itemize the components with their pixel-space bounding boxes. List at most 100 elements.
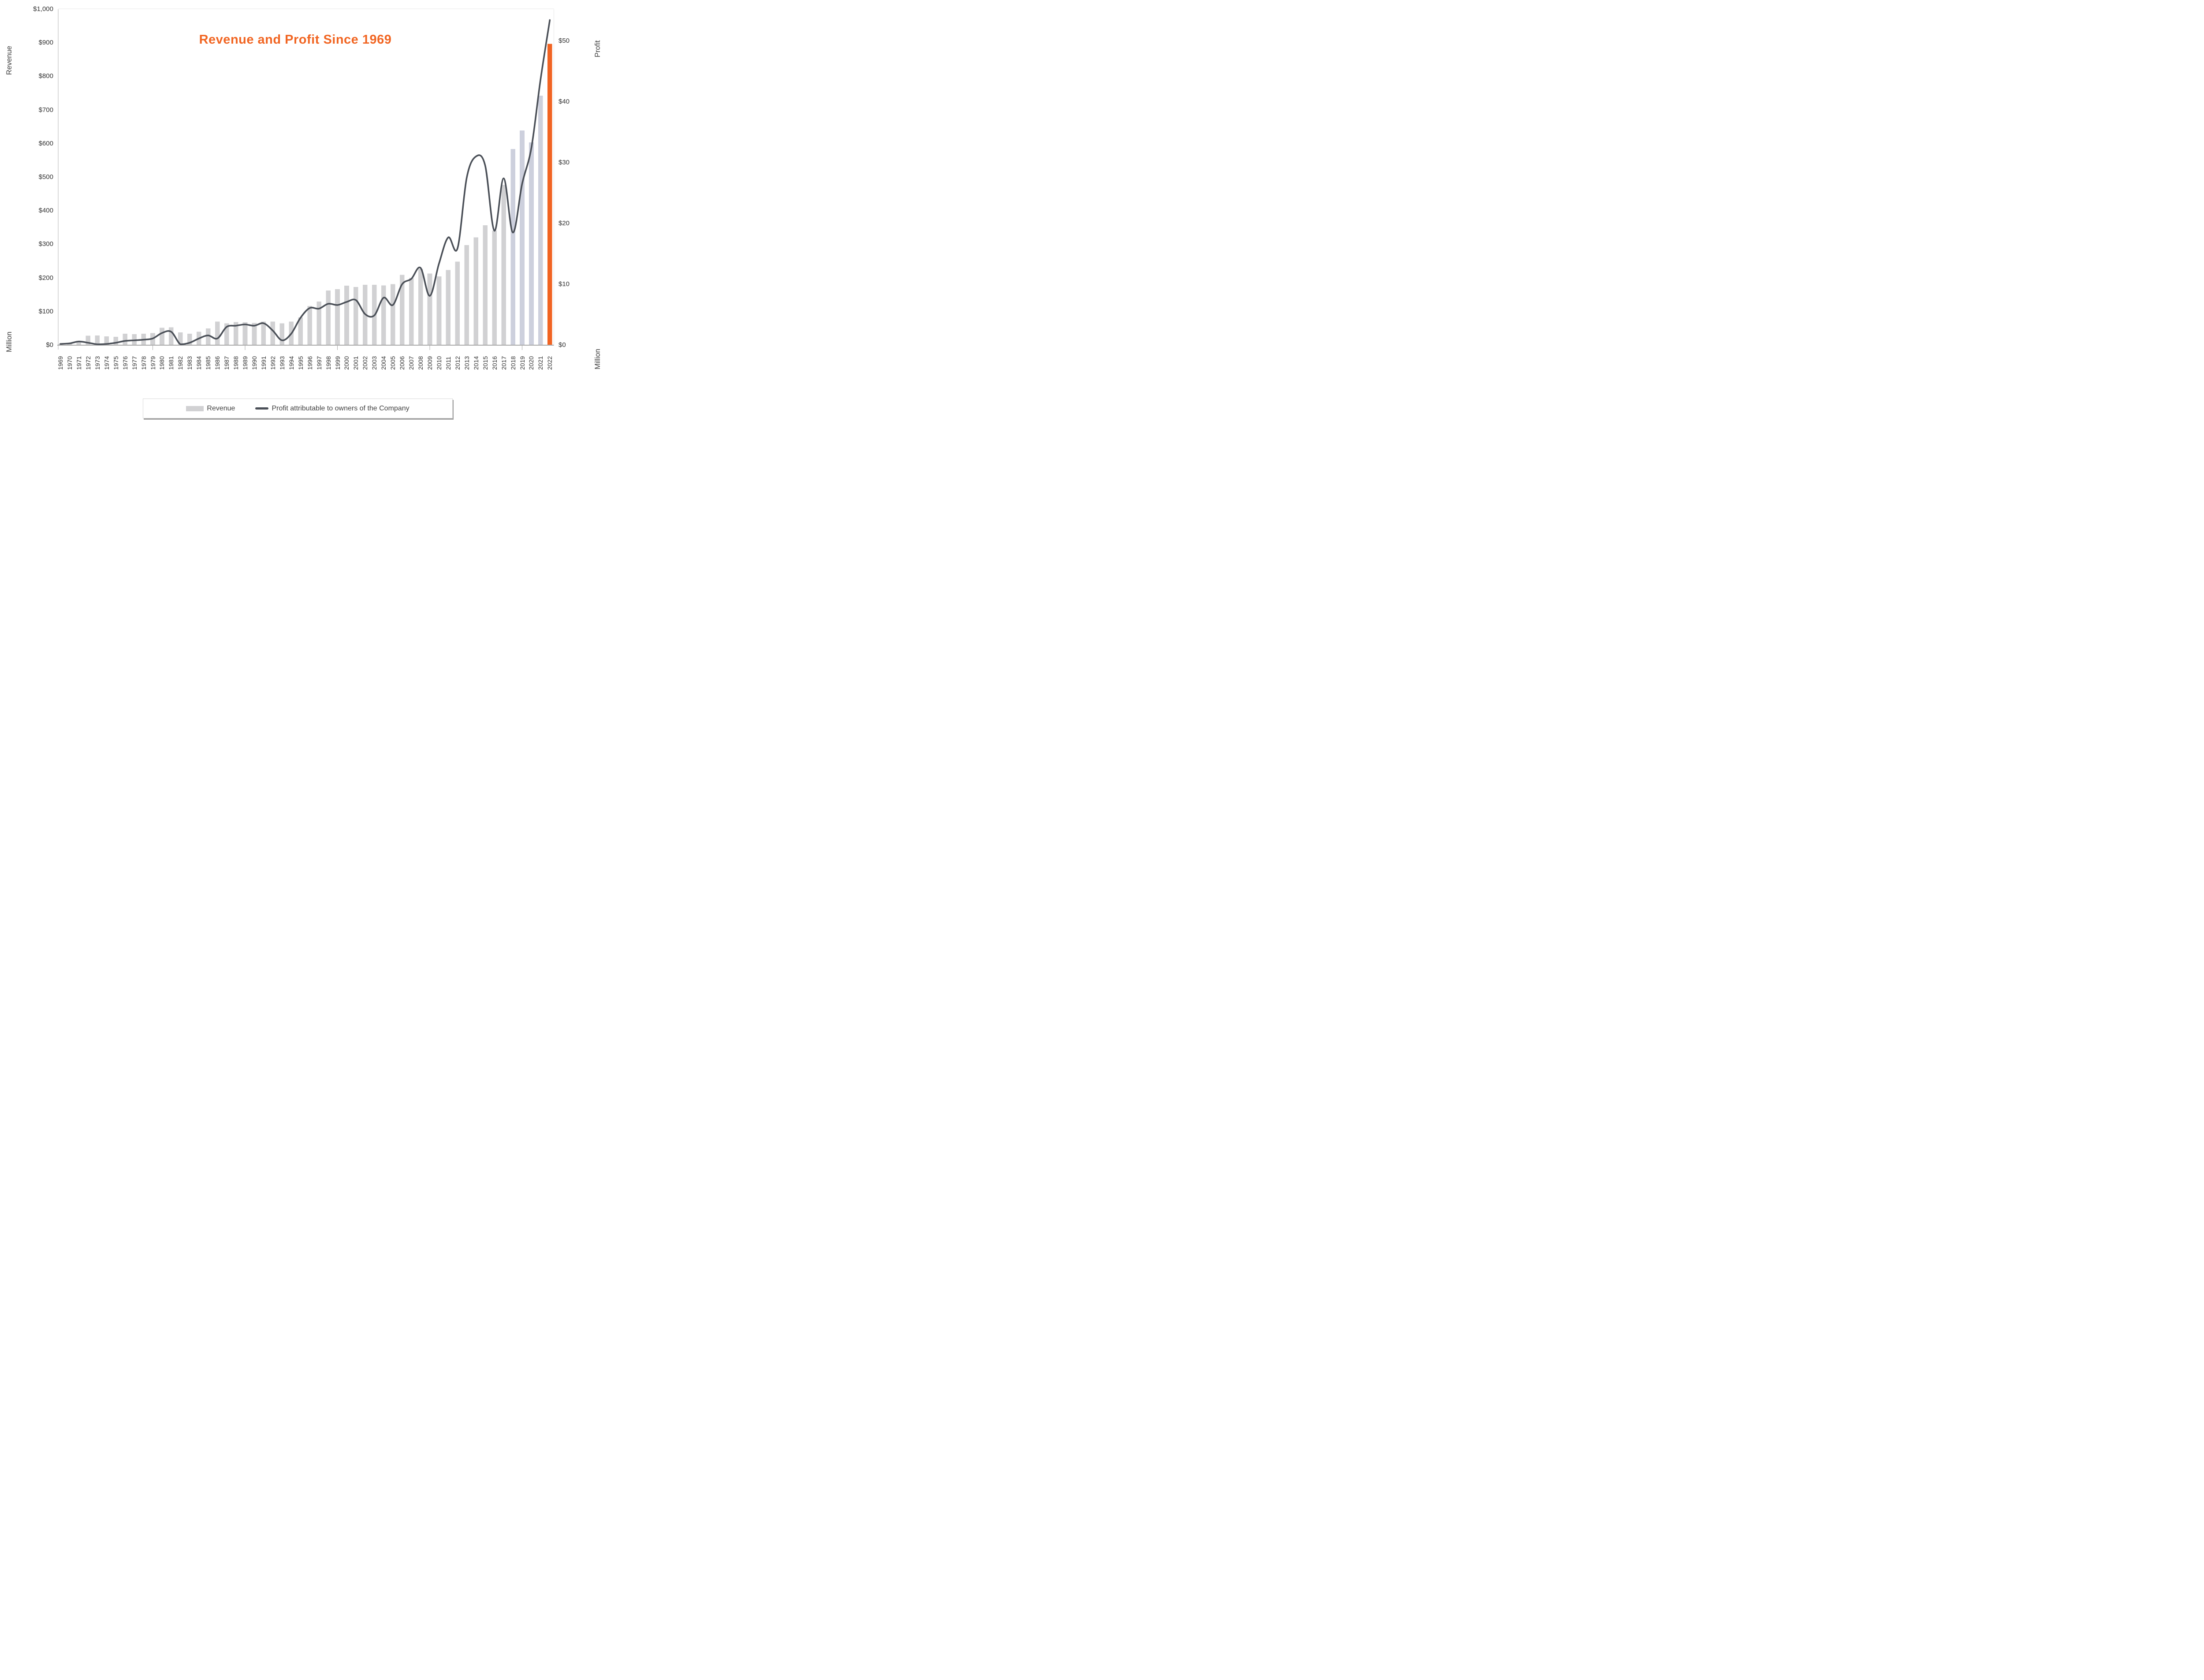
x-tick-label-year: 2011 xyxy=(444,356,452,370)
legend-label-profit: Profit attributable to owners of the Com… xyxy=(272,404,410,412)
x-tick-label-year: 2005 xyxy=(389,356,397,370)
x-tick-label-year: 1969 xyxy=(57,356,64,370)
revenue-bar-1983 xyxy=(187,334,192,345)
revenue-bar-1975 xyxy=(113,336,118,345)
x-tick-label-year: 1998 xyxy=(324,356,332,370)
x-tick-label-year: 1996 xyxy=(306,356,313,370)
x-tick-label-year: 2017 xyxy=(500,356,507,370)
revenue-bar-1971 xyxy=(76,341,82,345)
revenue-bar-1980 xyxy=(160,328,164,345)
left-tick-label: $500 xyxy=(38,173,53,181)
revenue-bar-2011 xyxy=(446,270,451,345)
revenue-bar-1991 xyxy=(261,321,266,345)
revenue-bar-1972 xyxy=(86,335,91,345)
x-tick-label-year: 1988 xyxy=(232,356,240,370)
profit-line xyxy=(60,19,551,345)
revenue-bar-2001 xyxy=(354,287,358,345)
right-axis-title: Profit xyxy=(594,40,602,57)
left-tick-label: $1,000 xyxy=(33,5,53,13)
revenue-bar-2017 xyxy=(501,185,506,345)
revenue-bar-1995 xyxy=(298,317,303,345)
x-tick-label-year: 1971 xyxy=(75,356,82,370)
x-tick-label-year: 2014 xyxy=(472,356,480,370)
left-tick-label: $300 xyxy=(38,240,53,248)
revenue-bar-2021 xyxy=(538,95,543,345)
right-tick-label: $20 xyxy=(558,219,570,227)
x-tick-label-year: 2010 xyxy=(435,356,443,370)
x-tick-label-year: 1979 xyxy=(149,356,156,370)
revenue-bar-1976 xyxy=(123,334,127,345)
right-tick-label: $10 xyxy=(558,280,570,288)
x-tick-label-year: 2002 xyxy=(361,356,369,370)
revenue-bar-2006 xyxy=(399,275,405,345)
revenue-bar-2005 xyxy=(390,284,395,345)
x-tick-label-year: 2016 xyxy=(491,356,498,370)
revenue-bar-2000 xyxy=(344,286,349,345)
revenue-bar-1993 xyxy=(279,323,285,345)
x-tick-label-year: 1978 xyxy=(140,356,147,370)
revenue-bar-1990 xyxy=(252,323,257,345)
revenue-bar-1974 xyxy=(104,336,109,345)
x-tick-label-year: 1974 xyxy=(103,356,110,370)
legend-item-revenue: Revenue xyxy=(186,405,235,413)
x-tick-label-year: 1976 xyxy=(121,356,129,370)
x-tick-label-year: 1997 xyxy=(315,356,323,370)
x-tick-label-year: 1995 xyxy=(297,356,304,370)
x-tick-label-year: 2012 xyxy=(454,356,461,370)
x-tick-label-year: 1973 xyxy=(93,356,101,370)
x-tick-label-year: 1985 xyxy=(205,356,212,370)
x-tick-label-year: 1992 xyxy=(269,356,276,370)
x-tick-label-year: 2013 xyxy=(463,356,470,370)
right-tick-label: $30 xyxy=(558,158,570,166)
x-tick-label-year: 2008 xyxy=(417,356,424,370)
revenue-bar-1982 xyxy=(178,332,183,345)
right-tick-label: $50 xyxy=(558,37,570,45)
right-tick-label: $40 xyxy=(558,97,570,105)
revenue-bar-1987 xyxy=(224,323,229,345)
revenue-bar-2018 xyxy=(510,149,515,345)
x-tick-label-year: 2000 xyxy=(343,356,350,370)
x-tick-label-year: 1990 xyxy=(250,356,258,370)
x-tick-label-year: 2003 xyxy=(371,356,378,370)
revenue-bar-swatch-icon xyxy=(186,406,204,411)
left-tick-label: $800 xyxy=(38,72,53,80)
left-tick-label: $200 xyxy=(38,274,53,282)
x-tick-label-year: 1994 xyxy=(287,356,295,370)
revenue-bar-2008 xyxy=(418,269,423,345)
revenue-bar-1986 xyxy=(215,321,220,345)
x-tick-label-year: 1989 xyxy=(242,356,249,370)
x-tick-label-year: 1982 xyxy=(177,356,184,370)
x-tick-label-year: 1986 xyxy=(214,356,221,370)
left-tick-label: $0 xyxy=(46,341,53,349)
chart-canvas: Revenue and Profit Since 1969 Revenue Mi… xyxy=(0,0,604,420)
revenue-bar-2010 xyxy=(436,276,442,345)
x-tick-label-year: 1981 xyxy=(168,356,175,370)
revenue-bar-2015 xyxy=(483,225,488,345)
revenue-bar-2004 xyxy=(381,285,386,345)
left-tick-label: $700 xyxy=(38,106,53,114)
left-tick-label: $100 xyxy=(38,307,53,315)
x-tick-label-year: 2006 xyxy=(398,356,406,370)
revenue-bar-1997 xyxy=(316,301,321,345)
x-tick-label-year: 2009 xyxy=(426,356,433,370)
x-tick-label-year: 1970 xyxy=(66,356,73,370)
left-tick-label: $400 xyxy=(38,207,53,215)
legend: Revenue Profit attributable to owners of… xyxy=(143,399,453,418)
x-tick-label-year: 1984 xyxy=(195,356,203,370)
revenue-bar-1981 xyxy=(169,327,174,345)
chart-title: Revenue and Profit Since 1969 xyxy=(199,33,392,47)
x-tick-label-year: 2007 xyxy=(408,356,415,370)
x-tick-label-year: 2004 xyxy=(380,356,387,370)
x-tick-label-year: 2021 xyxy=(537,356,544,370)
x-tick-label-year: 2022 xyxy=(546,356,554,370)
x-tick-label-year: 1977 xyxy=(130,356,138,370)
revenue-bar-2013 xyxy=(464,245,469,345)
left-tick-label: $900 xyxy=(38,39,53,47)
revenue-bar-2009 xyxy=(427,273,432,345)
revenue-bar-2016 xyxy=(492,231,497,345)
right-axis-unit-label: Million xyxy=(594,349,602,369)
x-tick-label-year: 1983 xyxy=(186,356,194,370)
revenue-bar-2007 xyxy=(409,278,414,345)
revenue-bar-1999 xyxy=(335,289,340,345)
x-tick-label-year: 2020 xyxy=(528,356,535,370)
